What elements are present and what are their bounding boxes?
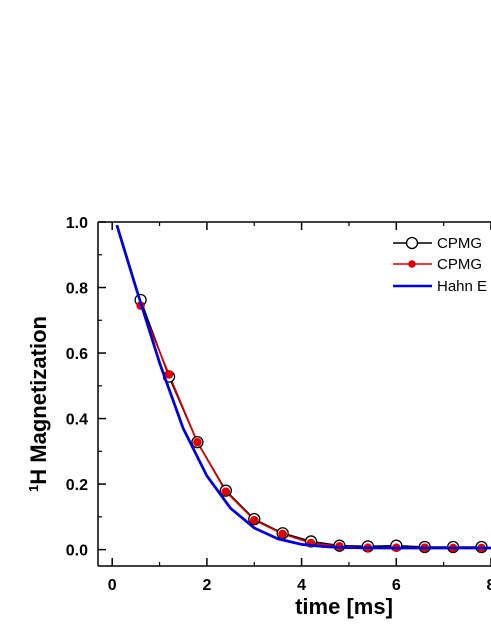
x-tick-label: 6 <box>392 577 401 594</box>
x-axis-title: time [ms] <box>295 594 393 619</box>
legend-label: Hahn E <box>437 278 487 295</box>
y-tick-label: 1.0 <box>66 215 88 232</box>
legend-label: CPMG <box>437 235 482 252</box>
series-line-0 <box>139 299 482 548</box>
y-axis-title: 1H Magnetization <box>26 316 51 492</box>
x-tick-label: 8 <box>487 577 491 594</box>
data-point-filled <box>193 437 202 447</box>
x-tick-label: 2 <box>202 577 211 594</box>
y-tick-label: 0.6 <box>66 346 88 363</box>
legend-label: CPMG <box>437 256 482 273</box>
data-point-filled <box>221 487 231 496</box>
y-axis-title-superscript: 1 <box>26 485 41 492</box>
y-tick-label: 0.8 <box>66 281 88 298</box>
y-tick-label: 0.0 <box>66 543 88 560</box>
data-point-filled <box>164 370 174 379</box>
x-tick-label: 4 <box>297 577 306 594</box>
series-line-overlay <box>115 224 491 550</box>
legend-marker-open <box>405 236 419 250</box>
y-axis-title-main: H Magnetization <box>26 316 51 485</box>
legend: CPMG CPMG Hahn E <box>393 235 487 295</box>
axes: 0 2 4 6 8 0.0 0.2 0.4 0.6 0.8 1.0 <box>66 215 491 594</box>
x-tick-label: 0 <box>108 577 117 594</box>
data-point-filled <box>278 529 287 539</box>
data-point-filled <box>249 515 259 525</box>
series-line-1 <box>139 305 482 549</box>
legend-marker-filled <box>408 260 416 268</box>
series-layer <box>115 224 491 554</box>
y-tick-label: 0.4 <box>66 412 88 429</box>
y-tick-label: 0.2 <box>66 477 88 494</box>
